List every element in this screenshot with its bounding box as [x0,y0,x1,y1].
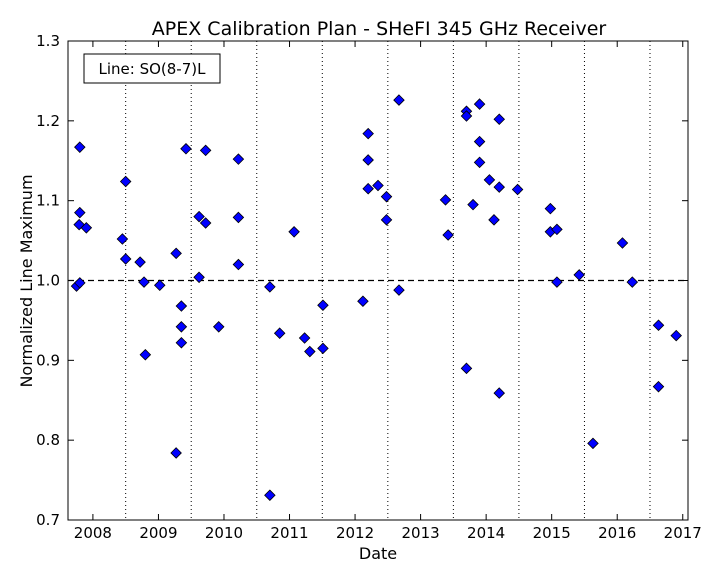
data-point [288,226,300,238]
data-point [362,182,374,195]
data-point [357,295,369,308]
data-point [393,284,405,296]
data-point [652,380,665,393]
data-point [74,277,86,289]
data-point [393,94,405,106]
y-tick-label: 0.9 [36,351,60,369]
data-point [460,362,473,375]
x-tick-label: 2013 [402,524,440,542]
data-point [199,217,212,229]
y-tick-label: 1.1 [36,192,60,210]
data-point [119,253,132,265]
data-point [199,144,212,157]
data-point [170,447,182,459]
data-point [652,319,665,331]
data-point [264,281,276,293]
legend-box [83,53,221,84]
data-point [264,489,276,502]
data-point [551,276,563,288]
data-point [139,348,152,361]
data-point [116,233,129,245]
data-point [175,321,188,333]
data-point [304,345,316,358]
data-point [180,143,192,155]
x-tick-label: 2009 [139,524,177,542]
data-point [138,276,150,288]
data-point [551,223,563,236]
x-tick-label: 2012 [336,524,374,542]
chart-title: APEX Calibration Plan - SHeFI 345 GHz Re… [152,18,607,40]
y-tick-label: 1.2 [36,112,60,130]
data-point [273,327,286,339]
data-point [362,154,374,166]
data-point [170,247,182,260]
data-point [232,153,245,165]
data-point [175,300,188,312]
data-point [153,279,166,292]
x-axis-label: Date [359,544,397,563]
data-point [380,214,393,226]
y-tick-label: 1.3 [36,32,60,50]
data-point [119,175,132,188]
data-point [483,174,496,186]
x-tick-label: 2011 [270,524,308,542]
data-point [80,222,93,234]
data-point [467,198,479,211]
data-point [493,387,506,399]
x-tick-label: 2015 [533,524,571,542]
data-point [544,202,557,215]
data-point [134,256,146,268]
data-point [362,127,374,140]
y-tick-label: 0.7 [36,511,60,529]
x-tick-label: 2016 [598,524,636,542]
x-tick-label: 2008 [74,524,112,542]
data-point [439,194,452,206]
data-point [74,141,86,153]
data-point [372,179,384,192]
x-tick-label: 2017 [664,524,702,542]
x-tick-label: 2010 [205,524,243,542]
data-point [473,156,486,169]
legend-label: Line: SO(8-7)L [99,60,207,78]
data-point [298,332,311,344]
data-point [232,211,245,224]
y-axis-label: Normalized Line Maximum [17,174,36,387]
data-point [473,98,486,110]
data-point [626,276,639,288]
x-tick-label: 2014 [467,524,505,542]
data-point [380,190,393,203]
data-point [493,181,506,193]
data-point [232,258,245,271]
data-point [670,329,682,342]
data-point [193,271,205,284]
data-point [175,337,188,349]
data-point [212,321,225,333]
data-point [460,110,473,122]
data-point [317,342,329,355]
data-point [442,229,454,241]
data-point [317,299,329,312]
y-tick-label: 0.8 [36,431,60,449]
data-point [511,183,524,196]
y-tick-label: 1.0 [36,272,60,290]
data-point [74,206,86,219]
data-point [73,218,85,231]
data-point [473,135,486,148]
plot-area: 2008 2009 2010 2011 2012 2013 2014 2015 2016 2017… [36,32,702,542]
data-point [488,214,500,226]
data-point [193,210,205,223]
data-point [493,113,506,126]
data-point [587,437,599,450]
data-point [616,237,629,249]
data-point [573,269,585,281]
